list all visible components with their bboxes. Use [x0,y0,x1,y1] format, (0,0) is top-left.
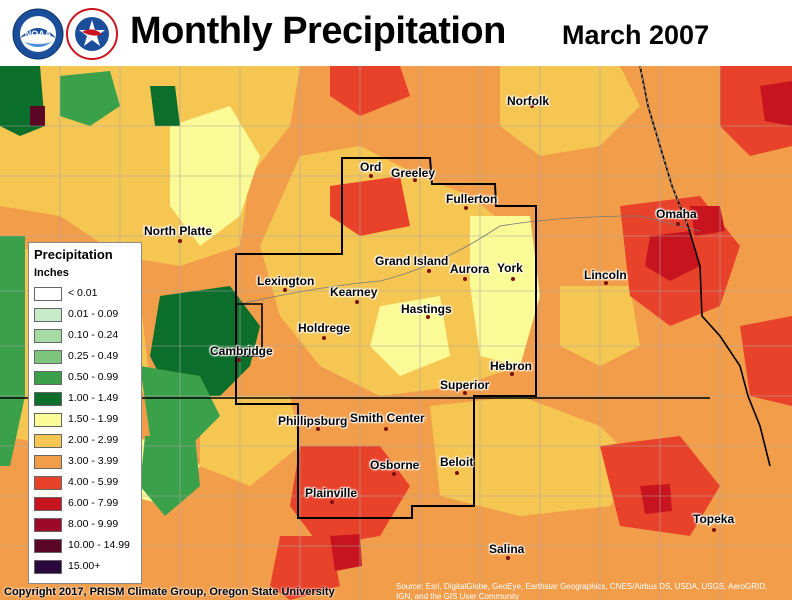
legend-title: Precipitation [34,247,113,262]
city-label-hebron: Hebron [490,359,532,373]
legend-label: 0.50 - 0.99 [68,371,119,383]
legend-label: 3.00 - 3.99 [68,455,119,467]
legend-label: 0.01 - 0.09 [68,308,119,320]
city-label-superior: Superior [440,378,490,392]
city-label-lincoln: Lincoln [584,268,627,282]
city-label-kearney: Kearney [330,285,378,299]
legend-swatch [34,329,62,343]
city-label-phillipsburg: Phillipsburg [278,414,348,428]
legend-label: 1.00 - 1.49 [68,392,119,404]
legend-label: < 0.01 [68,287,98,299]
legend-swatch [34,497,62,511]
legend-label: 1.50 - 1.99 [68,413,119,425]
city-label-hastings: Hastings [401,302,452,316]
precipitation-legend: Precipitation Inches < 0.01 0.01 - 0.09 0.… [28,242,142,584]
legend-swatch [34,434,62,448]
legend-swatch [34,455,62,469]
city-label-lexington: Lexington [257,274,315,288]
legend-swatch [34,350,62,364]
city-label-osborne: Osborne [370,458,420,472]
legend-units: Inches [34,267,69,279]
city-label-fullerton: Fullerton [446,192,498,206]
legend-swatch [34,287,62,301]
wfo-boundary [235,157,537,519]
svg-text:NOAA: NOAA [25,29,52,39]
legend-swatch [34,518,62,532]
noaa-logo-icon: NOAA [12,8,64,60]
footer: Copyright 2017, PRISM Climate Group, Ore… [0,582,792,612]
city-label-holdrege: Holdrege [298,321,351,335]
city-label-beloit: Beloit [440,455,474,469]
city-label-omaha: Omaha [656,207,697,221]
legend-label: 6.00 - 7.99 [68,497,119,509]
source-attribution: Source: Esri, DigitalGlobe, GeoEye, Eart… [396,582,768,601]
legend-swatch [34,476,62,490]
legend-swatch [34,413,62,427]
city-label-salina: Salina [489,542,525,556]
legend-swatch [34,539,62,553]
city-label-ord: Ord [360,160,382,174]
city-label-greeley: Greeley [391,166,436,180]
legend-label: 2.00 - 2.99 [68,434,119,446]
city-label-smith-center: Smith Center [350,411,425,425]
legend-label: 0.10 - 0.24 [68,329,119,341]
city-label-topeka: Topeka [693,512,735,526]
city-label-aurora: Aurora [450,262,490,276]
city-label-grand-island: Grand Island [375,254,449,268]
eastern-state-border [639,66,771,467]
legend-label: 4.00 - 5.99 [68,476,119,488]
city-label-york: York [497,261,523,275]
nws-logo-icon [66,8,118,60]
map-period: March 2007 [562,20,710,50]
legend-swatch [34,560,62,574]
copyright-text: Copyright 2017, PRISM Climate Group, Ore… [4,586,335,598]
city-label-cambridge: Cambridge [210,344,273,358]
legend-label: 10.00 - 14.99 [68,539,130,551]
legend-label: 8.00 - 9.99 [68,518,119,530]
legend-swatch [34,308,62,322]
legend-label: 15.00+ [68,560,101,572]
legend-swatch [34,392,62,406]
legend-swatch [34,371,62,385]
city-label-north-platte: North Platte [144,224,213,238]
legend-label: 0.25 - 0.49 [68,350,119,362]
city-label-norfolk: Norfolk [507,94,549,108]
header: NOAA Monthly Precipitation March 2007 [0,0,792,66]
city-label-plainville: Plainville [305,486,358,500]
map-title: Monthly Precipitation [130,10,506,52]
